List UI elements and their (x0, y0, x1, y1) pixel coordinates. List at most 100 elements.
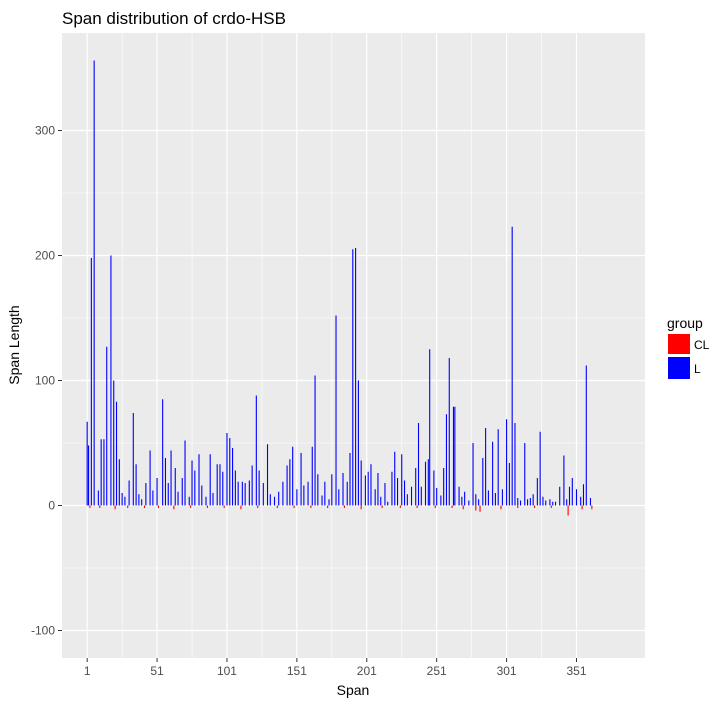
bar-l (563, 455, 565, 506)
bar-l (232, 448, 234, 506)
bar-l (566, 499, 568, 506)
bar-l (539, 431, 541, 506)
bar-l (501, 489, 503, 506)
bar-l (164, 458, 167, 506)
bar-l (396, 478, 399, 506)
bar-l (248, 480, 250, 506)
bar-l (355, 248, 357, 506)
x-tick-label: 151 (287, 664, 307, 678)
x-tick-label: 101 (217, 664, 237, 678)
bar-l (485, 428, 487, 506)
bar-l (391, 471, 393, 506)
bar-l (458, 486, 460, 506)
bar-l (436, 488, 438, 506)
x-axis-title: Span (337, 682, 370, 698)
y-tick-label: 300 (35, 124, 55, 138)
bar-cl (327, 505, 329, 508)
bar-l (517, 498, 519, 506)
bar-l (559, 486, 561, 506)
bar-l (241, 481, 243, 506)
bar-l (328, 499, 330, 506)
bar-l (415, 468, 417, 506)
bar-cl (591, 505, 593, 510)
bar-l (162, 399, 164, 506)
bar-l (394, 451, 396, 506)
bar-l (487, 490, 489, 506)
bar-cl (257, 505, 259, 508)
bar-l (307, 481, 309, 506)
bar-l (237, 481, 239, 506)
bar-l (532, 494, 534, 506)
bar-cl (381, 505, 383, 508)
bar-l (420, 486, 422, 506)
bar-l (494, 493, 496, 506)
plot-panel (62, 33, 645, 658)
bar-l (367, 471, 369, 506)
bar-l (454, 406, 456, 506)
bar-l (482, 458, 484, 506)
bar-l (406, 494, 408, 506)
bar-l (331, 474, 333, 506)
x-tick-label: 301 (497, 664, 517, 678)
y-axis-title: Span Length (6, 305, 22, 384)
bar-l (177, 491, 179, 506)
bar-cl (190, 505, 192, 508)
bar-l (90, 258, 92, 506)
bar-l (589, 498, 592, 506)
bar-l (149, 450, 151, 506)
bar-l (300, 453, 302, 506)
bar-l (97, 490, 99, 506)
bar-l (335, 315, 337, 506)
bar-l (198, 454, 200, 506)
bar-l (273, 496, 276, 506)
bar-l (582, 484, 585, 506)
bar-l (296, 489, 298, 506)
bar-l (121, 493, 123, 506)
bar-l (174, 468, 176, 506)
x-tick-label: 1 (84, 664, 91, 678)
bar-l (448, 358, 450, 506)
bar-l (269, 494, 271, 506)
bar-l (349, 453, 351, 506)
bar-l (251, 465, 253, 506)
bar-l (585, 365, 587, 506)
bar-l (115, 401, 118, 506)
legend-key-l (668, 357, 690, 379)
x-tick-label: 251 (427, 664, 447, 678)
bar-l (342, 473, 344, 506)
bar-l (542, 496, 544, 506)
bar-cl (99, 505, 101, 508)
bar-cl (89, 505, 91, 508)
x-tick-label: 351 (566, 664, 586, 678)
bar-l (492, 441, 494, 506)
bar-l (429, 349, 431, 506)
bar-l (321, 495, 323, 506)
bar-l (370, 464, 372, 506)
bar-l (514, 423, 516, 506)
gridlines (62, 33, 645, 658)
bar-cl (550, 505, 552, 508)
bar-l (278, 491, 280, 506)
bar-cl (114, 505, 116, 510)
bar-l (506, 419, 508, 506)
bar-cl (416, 505, 418, 508)
bar-l (472, 443, 474, 506)
bar-cl (343, 505, 345, 508)
bar-l (324, 481, 326, 506)
bar-cl (206, 505, 208, 508)
bar-l (100, 439, 102, 506)
bar-l (549, 499, 551, 506)
bar-l (201, 485, 203, 506)
bar-cl (434, 505, 436, 508)
bar-l (113, 380, 115, 506)
bar-l (145, 483, 147, 506)
bar-l (194, 470, 196, 506)
y-axis-ticks: -100 0 100 200 300 (31, 124, 62, 638)
bar-l (205, 496, 207, 506)
bar-l (188, 496, 190, 506)
y-tick-label: -100 (31, 624, 55, 638)
bar-l (219, 464, 221, 506)
bar-cl (240, 505, 242, 510)
chart-title: Span distribution of crdo-HSB (62, 9, 286, 28)
bar-cl (534, 505, 536, 508)
